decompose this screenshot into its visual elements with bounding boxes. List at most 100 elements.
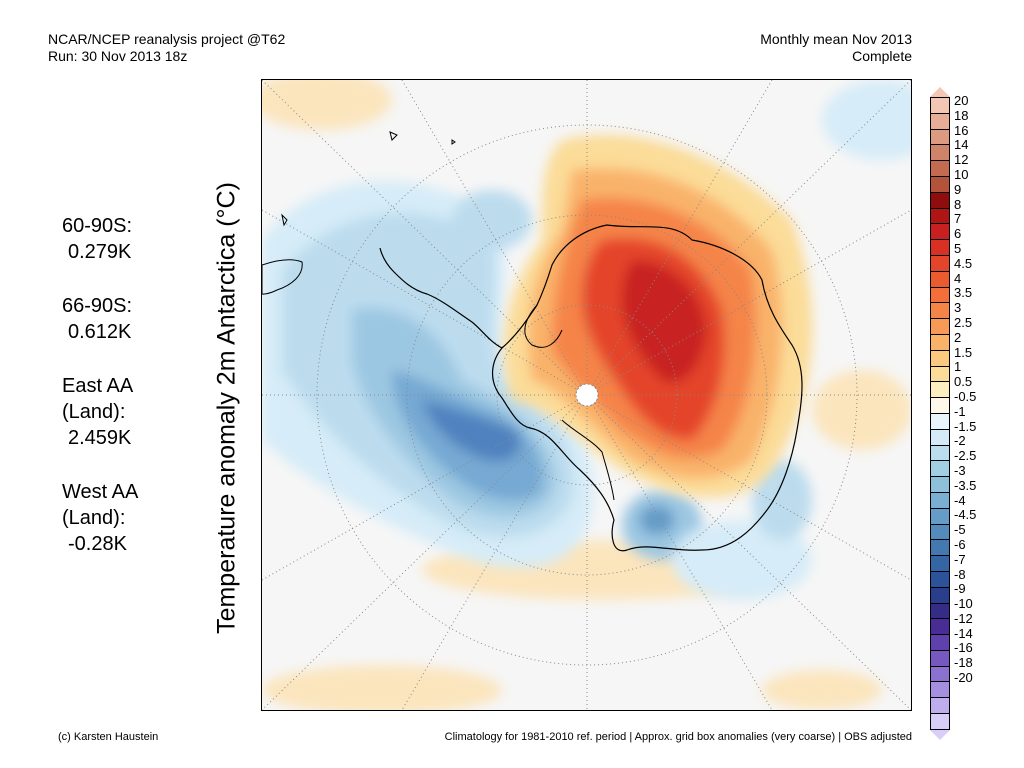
- colorbar-cell: [930, 97, 950, 114]
- ross-ice-shelf: [561, 419, 615, 501]
- colorbar-label: -2: [954, 433, 966, 449]
- colorbar-label: 2: [954, 329, 962, 345]
- colorbar-cell: [930, 192, 950, 209]
- colorbar-cell: [930, 666, 950, 683]
- colorbar-cell: [930, 255, 950, 272]
- colorbar-label: 7: [954, 211, 962, 227]
- colorbar-cell: [930, 145, 950, 162]
- colorbar-label: -7: [954, 551, 966, 567]
- colorbar-cell: [930, 176, 950, 193]
- colorbar-label: -20: [954, 670, 973, 686]
- colorbar-label: 4.5: [954, 255, 973, 271]
- colorbar-cell: [930, 635, 950, 651]
- anomaly-map-svg: [262, 80, 911, 710]
- colorbar-label: -2.5: [954, 448, 977, 464]
- colorbar-label: 9: [954, 181, 962, 197]
- colorbar-cell: [930, 398, 950, 414]
- pole-hole: [575, 383, 599, 407]
- colorbar-cell: [930, 445, 950, 462]
- islands: [281, 131, 456, 227]
- colorbar-cell: [930, 619, 950, 636]
- colorbar-label: 16: [954, 122, 969, 138]
- colorbar-label: 18: [954, 107, 969, 123]
- stat-label: West AA (Land):: [62, 481, 139, 529]
- colorbar-label: -8: [954, 566, 966, 582]
- run-time: Run: 30 Nov 2013 18z: [48, 48, 188, 64]
- colorbar-label: -6: [954, 536, 966, 552]
- colorbar-cell: [930, 161, 950, 177]
- stat-value: 0.279K: [68, 241, 132, 263]
- colorbar-label: 1: [954, 359, 962, 375]
- colorbar-label: 12: [954, 152, 969, 168]
- methodology-note: Climatology for 1981-2010 ref. period | …: [444, 731, 912, 743]
- colorbar-cell: [930, 334, 950, 351]
- colorbar: [930, 87, 950, 740]
- colorbar-cell: [930, 540, 950, 557]
- colorbar-label: -5: [954, 522, 966, 538]
- colorbar-label: 5: [954, 240, 962, 256]
- colorbar-cell: [930, 413, 950, 430]
- colorbar-cell: [930, 524, 950, 541]
- cold-anomaly-region: [262, 80, 911, 600]
- stat-value: 2.459K: [68, 427, 132, 449]
- colorbar-cell: [930, 461, 950, 478]
- colorbar-label: -18: [954, 655, 973, 671]
- colorbar-label: 1.5: [954, 344, 973, 360]
- colorbar-label: 2.5: [954, 314, 973, 330]
- colorbar-cell: [930, 477, 950, 493]
- colorbar-label: 3: [954, 300, 962, 316]
- colorbar-cell: [930, 366, 950, 383]
- colorbar-label: -9: [954, 581, 966, 597]
- colorbar-cell: [930, 129, 950, 146]
- antarctica-coastline: [492, 224, 803, 552]
- colorbar-cell: [930, 714, 950, 730]
- header-left: NCAR/NCEP reanalysis project @T62 Run: 3…: [48, 31, 285, 65]
- colorbar-cell: [930, 429, 950, 446]
- colorbar-label: 0.5: [954, 374, 973, 390]
- colorbar-label: 10: [954, 166, 969, 182]
- colorbar-label: -14: [954, 625, 973, 641]
- region-stats: 60-90S: 0.279K 66-90S: 0.612K East AA (L…: [62, 213, 138, 585]
- stat-east-aa-land: East AA (Land): 2.459K: [62, 373, 138, 451]
- stat-label: 60-90S:: [62, 215, 133, 237]
- colorbar-label: 6: [954, 226, 962, 242]
- antarctic-peninsula: [379, 247, 503, 349]
- colorbar-cell: [930, 508, 950, 525]
- colorbar-cell: [930, 587, 950, 604]
- colorbar-label: -0.5: [954, 388, 977, 404]
- header-right: Monthly mean Nov 2013 Complete: [760, 31, 912, 65]
- colorbar-label: -12: [954, 610, 973, 626]
- stat-60-90s: 60-90S: 0.279K: [62, 213, 138, 265]
- period-title: Monthly mean Nov 2013: [760, 31, 912, 47]
- colorbar-cell: [930, 240, 950, 256]
- colorbar-top-arrow: [930, 87, 950, 97]
- colorbar-cell: [930, 698, 950, 715]
- colorbar-label: -4: [954, 492, 966, 508]
- completeness-status: Complete: [852, 48, 912, 64]
- colorbar-label: -3.5: [954, 477, 977, 493]
- colorbar-bottom-arrow: [930, 729, 950, 740]
- colorbar-label: 14: [954, 137, 969, 153]
- colorbar-label: 4: [954, 270, 962, 286]
- colorbar-cell: [930, 287, 950, 304]
- colorbar-cell: [930, 382, 950, 399]
- colorbar-cell: [930, 350, 950, 367]
- colorbar-cell: [930, 208, 950, 225]
- colorbar-label: -16: [954, 640, 973, 656]
- y-axis-label: Temperature anomaly 2m Antarctica (°C): [212, 182, 241, 634]
- stat-value: 0.612K: [68, 321, 132, 343]
- colorbar-cell: [930, 556, 950, 572]
- stat-west-aa-land: West AA (Land): -0.28K: [62, 479, 138, 557]
- colorbar-cell: [930, 682, 950, 699]
- south-america-tip: [262, 259, 303, 295]
- colorbar-label: 8: [954, 196, 962, 212]
- colorbar-cell: [930, 319, 950, 335]
- colorbar-label: 20: [954, 93, 969, 108]
- colorbar-label: -10: [954, 596, 973, 612]
- copyright: (c) Karsten Haustein: [58, 731, 159, 743]
- colorbar-label: -1: [954, 403, 966, 419]
- stat-66-90s: 66-90S: 0.612K: [62, 293, 138, 345]
- colorbar-cell: [930, 303, 950, 320]
- model-title: NCAR/NCEP reanalysis project @T62: [48, 31, 286, 47]
- colorbar-label: 3.5: [954, 285, 973, 301]
